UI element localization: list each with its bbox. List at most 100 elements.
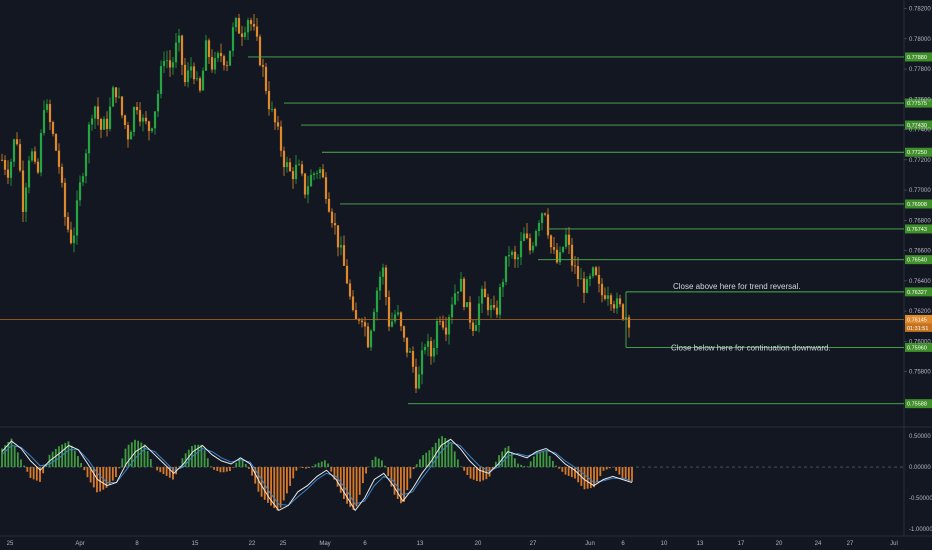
macd-histogram-bar [542,450,545,468]
candle-body [339,245,343,248]
macd-histogram-bar [20,459,22,468]
macd-histogram-bar [504,447,507,468]
candle-body [261,65,265,67]
candle-body [516,257,520,260]
candle-body [36,161,40,173]
candle-body [243,32,247,37]
macd-histogram-bar [491,467,494,470]
candle-body [198,78,202,91]
candle-body [357,319,361,321]
candle-body [438,320,442,322]
macd-histogram-bar [529,461,532,468]
candle-body [204,40,208,71]
candle-body [414,366,418,389]
candle-body [387,297,391,327]
candle-body [366,326,370,348]
macd-histogram-bar [45,464,48,468]
candle-body [267,91,271,110]
macd-histogram-bar [415,464,418,468]
candle-body [423,346,427,351]
macd-histogram-bar [13,445,16,468]
candle-body [561,246,565,253]
candle-body [417,374,421,389]
candle-body [378,276,382,291]
candle-body [12,139,16,162]
macd-histogram-bar [292,467,295,479]
macd-histogram-bar [482,467,485,481]
macd-histogram-bar [4,445,7,468]
candle-body [48,104,52,123]
macd-histogram-bar [197,444,200,468]
candle-body [537,222,541,232]
macd-histogram-bar [393,467,396,495]
macd-histogram-bar [146,451,149,468]
candle-body [285,162,289,168]
macd-histogram-bar [589,467,592,489]
macd-histogram-bar [168,467,171,478]
candle-body [594,267,598,275]
candle-body [483,288,487,298]
candle-body [279,126,283,151]
macd-histogram-bar [374,456,377,468]
candle-body [75,200,79,236]
candle-body [375,290,379,312]
candle-body [513,251,517,260]
macd-histogram-bar [615,467,618,471]
candle-body [288,162,292,172]
macd-histogram-bar [184,453,187,468]
macd-histogram-bar [456,459,459,468]
candle-body [465,302,469,308]
macd-histogram-bar [488,467,491,477]
candle-body [237,18,241,34]
macd-histogram-bar [479,467,481,482]
support-resistance-levels[interactable]: 0.77880 0.77575 0.77430 0.77250 0.76908 0.767… [248,52,932,409]
y-tick-label: 0.76400 [909,279,931,285]
macd-histogram-bar [602,467,605,471]
macd-histogram-bar [149,459,152,468]
candle-body [96,106,100,120]
candle-body [297,164,301,166]
candle-body [63,182,67,217]
y-tick-label: 0.78000 [909,37,931,43]
time-axis[interactable]: 25 Apr 8 15 22 25 May 6 13 20 27 Jun 6 10 13 17 20 24 27 Ju… [7,541,898,547]
macd-histogram-bar [631,467,633,482]
macd-histogram-bar [248,467,250,469]
level-tag-label: 0.76908 [907,202,927,208]
x-tick-label: 17 [738,541,745,547]
macd-histogram-bar [156,467,159,471]
candle-body [603,295,607,299]
candle-body [420,350,424,375]
candle-body [291,171,295,180]
candle-body [81,176,85,183]
candle-body [615,298,619,309]
candle-body [504,256,508,282]
candle-body [519,240,523,258]
macd-histogram-bar [86,467,89,478]
candle-body [564,234,568,247]
candle-body [585,279,589,293]
macd-histogram-bar [608,467,611,469]
candle-body [327,198,331,212]
level-tag [905,287,932,297]
candle-body [195,78,199,80]
y-tick-label: 0.77200 [909,158,931,164]
countdown-tag [905,323,932,332]
candle-body [426,341,430,347]
macd-histogram-bar [513,458,516,468]
price-axis[interactable]: 0.78200 0.78000 0.77800 0.77600 0.77400 0.772… [904,7,931,376]
macd-histogram-bar [390,467,393,487]
y-tick-label: 0.77400 [909,128,931,134]
level-tag [905,399,932,409]
candle-body [456,291,460,294]
candle-body [390,321,394,327]
candle-body [609,295,613,305]
macd-histogram-bar [187,449,190,468]
annotations: Close above here for trend reversal. Clos… [671,282,831,352]
macd-histogram-bar [111,467,114,481]
level-tag [905,147,932,157]
candle-body [138,110,142,122]
candle-body [489,305,493,311]
level-tag [905,120,932,130]
candle-body [246,20,250,33]
